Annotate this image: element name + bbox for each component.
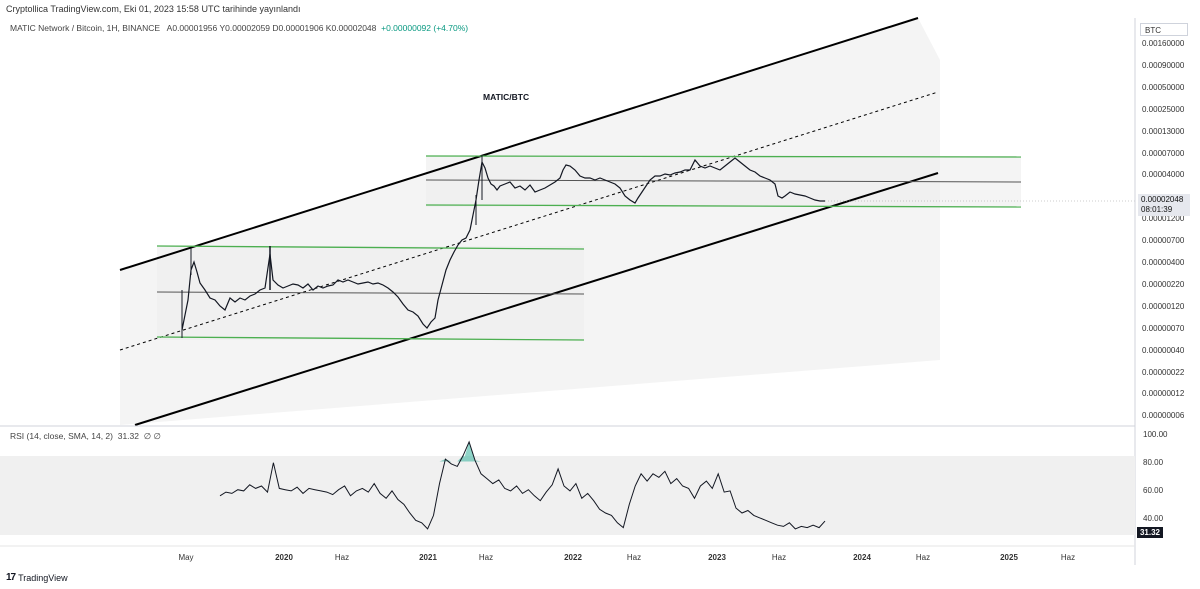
channel-mid-line <box>119 91 939 351</box>
bar-countdown: 08:01:39 <box>1141 205 1173 214</box>
time-tick-label: 2023 <box>708 553 726 562</box>
range1-bottom <box>156 336 585 341</box>
price-tick-label: 0.00000040 <box>1142 345 1185 355</box>
rsi-legend[interactable]: RSI (14, close, SMA, 14, 2) 31.32 ∅ ∅ <box>10 431 161 442</box>
channel-background <box>120 18 940 425</box>
price-tick-label: 0.00000400 <box>1142 258 1185 267</box>
price-tick-label: 0.00000012 <box>1142 389 1185 399</box>
rsi-params: RSI (14, close, SMA, 14, 2) <box>10 431 113 441</box>
rsi-band <box>0 456 1135 535</box>
rsi-extra: ∅ ∅ <box>143 431 161 441</box>
time-tick-label: May <box>178 553 194 562</box>
chart-annotation: MATIC/BTC <box>483 92 529 102</box>
price-candles <box>181 157 825 331</box>
range2-top <box>425 155 1022 158</box>
range2-mid <box>425 179 1022 183</box>
price-tick-label: 0.00001200 <box>1142 214 1185 224</box>
last-price-tag: 0.00002048 08:01:39 <box>1138 194 1190 216</box>
tradingview-logo[interactable]: 17 TradingView <box>6 572 68 583</box>
rsi-tick-label: 100.00 <box>1143 430 1168 439</box>
time-tick-label: Haz <box>915 553 931 562</box>
change-value: +0.00000092 (+4.70%) <box>381 23 469 33</box>
channel-lower-line <box>134 172 939 426</box>
publish-caption: Cryptollica TradingView.com, Eki 01, 202… <box>6 4 301 14</box>
time-tick-label: 2024 <box>853 553 871 562</box>
time-tick-label: 2020 <box>275 553 293 562</box>
rsi-tick-label: 80.00 <box>1143 458 1164 467</box>
price-tick-label: 0.00000220 <box>1142 279 1185 289</box>
rsi-line <box>219 440 826 530</box>
rsi-value: 31.32 <box>117 431 139 441</box>
range1-top <box>156 245 585 250</box>
time-tick-label: Haz <box>771 553 787 562</box>
channel-upper-line <box>119 17 919 271</box>
ohlc-values: A0.00001956 Y0.00002059 D0.00001906 K0.0… <box>166 23 377 33</box>
symbol-legend[interactable]: MATIC Network / Bitcoin, 1H, BINANCE A0.… <box>10 23 468 33</box>
price-tick-label: 0.00013000 <box>1142 126 1185 136</box>
range2-bottom <box>425 204 1022 208</box>
price-tick-label: 0.00000120 <box>1142 301 1185 311</box>
time-tick-label: Haz <box>1060 553 1076 562</box>
range1-mid <box>156 291 585 295</box>
tradingview-logo-icon: 17 <box>6 572 16 583</box>
time-tick-label: 2021 <box>419 553 437 562</box>
time-tick-label: Haz <box>626 553 642 562</box>
price-tick-label: 0.00007000 <box>1142 148 1185 158</box>
last-price-value: 0.00002048 <box>1141 195 1184 204</box>
price-tick-label: 0.00000070 <box>1142 323 1185 333</box>
price-tick-label: 0.00025000 <box>1142 104 1185 114</box>
currency-box[interactable]: BTC <box>1140 23 1188 36</box>
rsi-tick-label: 40.00 <box>1143 514 1164 523</box>
time-tick-label: 2025 <box>1000 553 1018 562</box>
time-tick-label: Haz <box>478 553 494 562</box>
symbol-name: MATIC Network / Bitcoin, 1H, BINANCE <box>10 23 161 33</box>
time-tick-label: Haz <box>334 553 350 562</box>
price-tick-label: 0.00000006 <box>1142 411 1185 421</box>
rsi-tick-label: 60.00 <box>1143 486 1164 495</box>
price-tick-label: 0.00004000 <box>1142 170 1185 180</box>
price-tick-label: 0.00160000 <box>1142 39 1185 48</box>
price-tick-label: 0.00090000 <box>1142 60 1185 70</box>
time-tick-label: 2022 <box>564 553 582 562</box>
rsi-value-tag: 31.32 <box>1137 527 1163 538</box>
price-tick-label: 0.00050000 <box>1142 82 1185 92</box>
price-tick-label: 0.00000700 <box>1142 236 1185 246</box>
tradingview-brand: TradingView <box>18 572 68 583</box>
price-tick-label: 0.00000022 <box>1142 367 1185 377</box>
